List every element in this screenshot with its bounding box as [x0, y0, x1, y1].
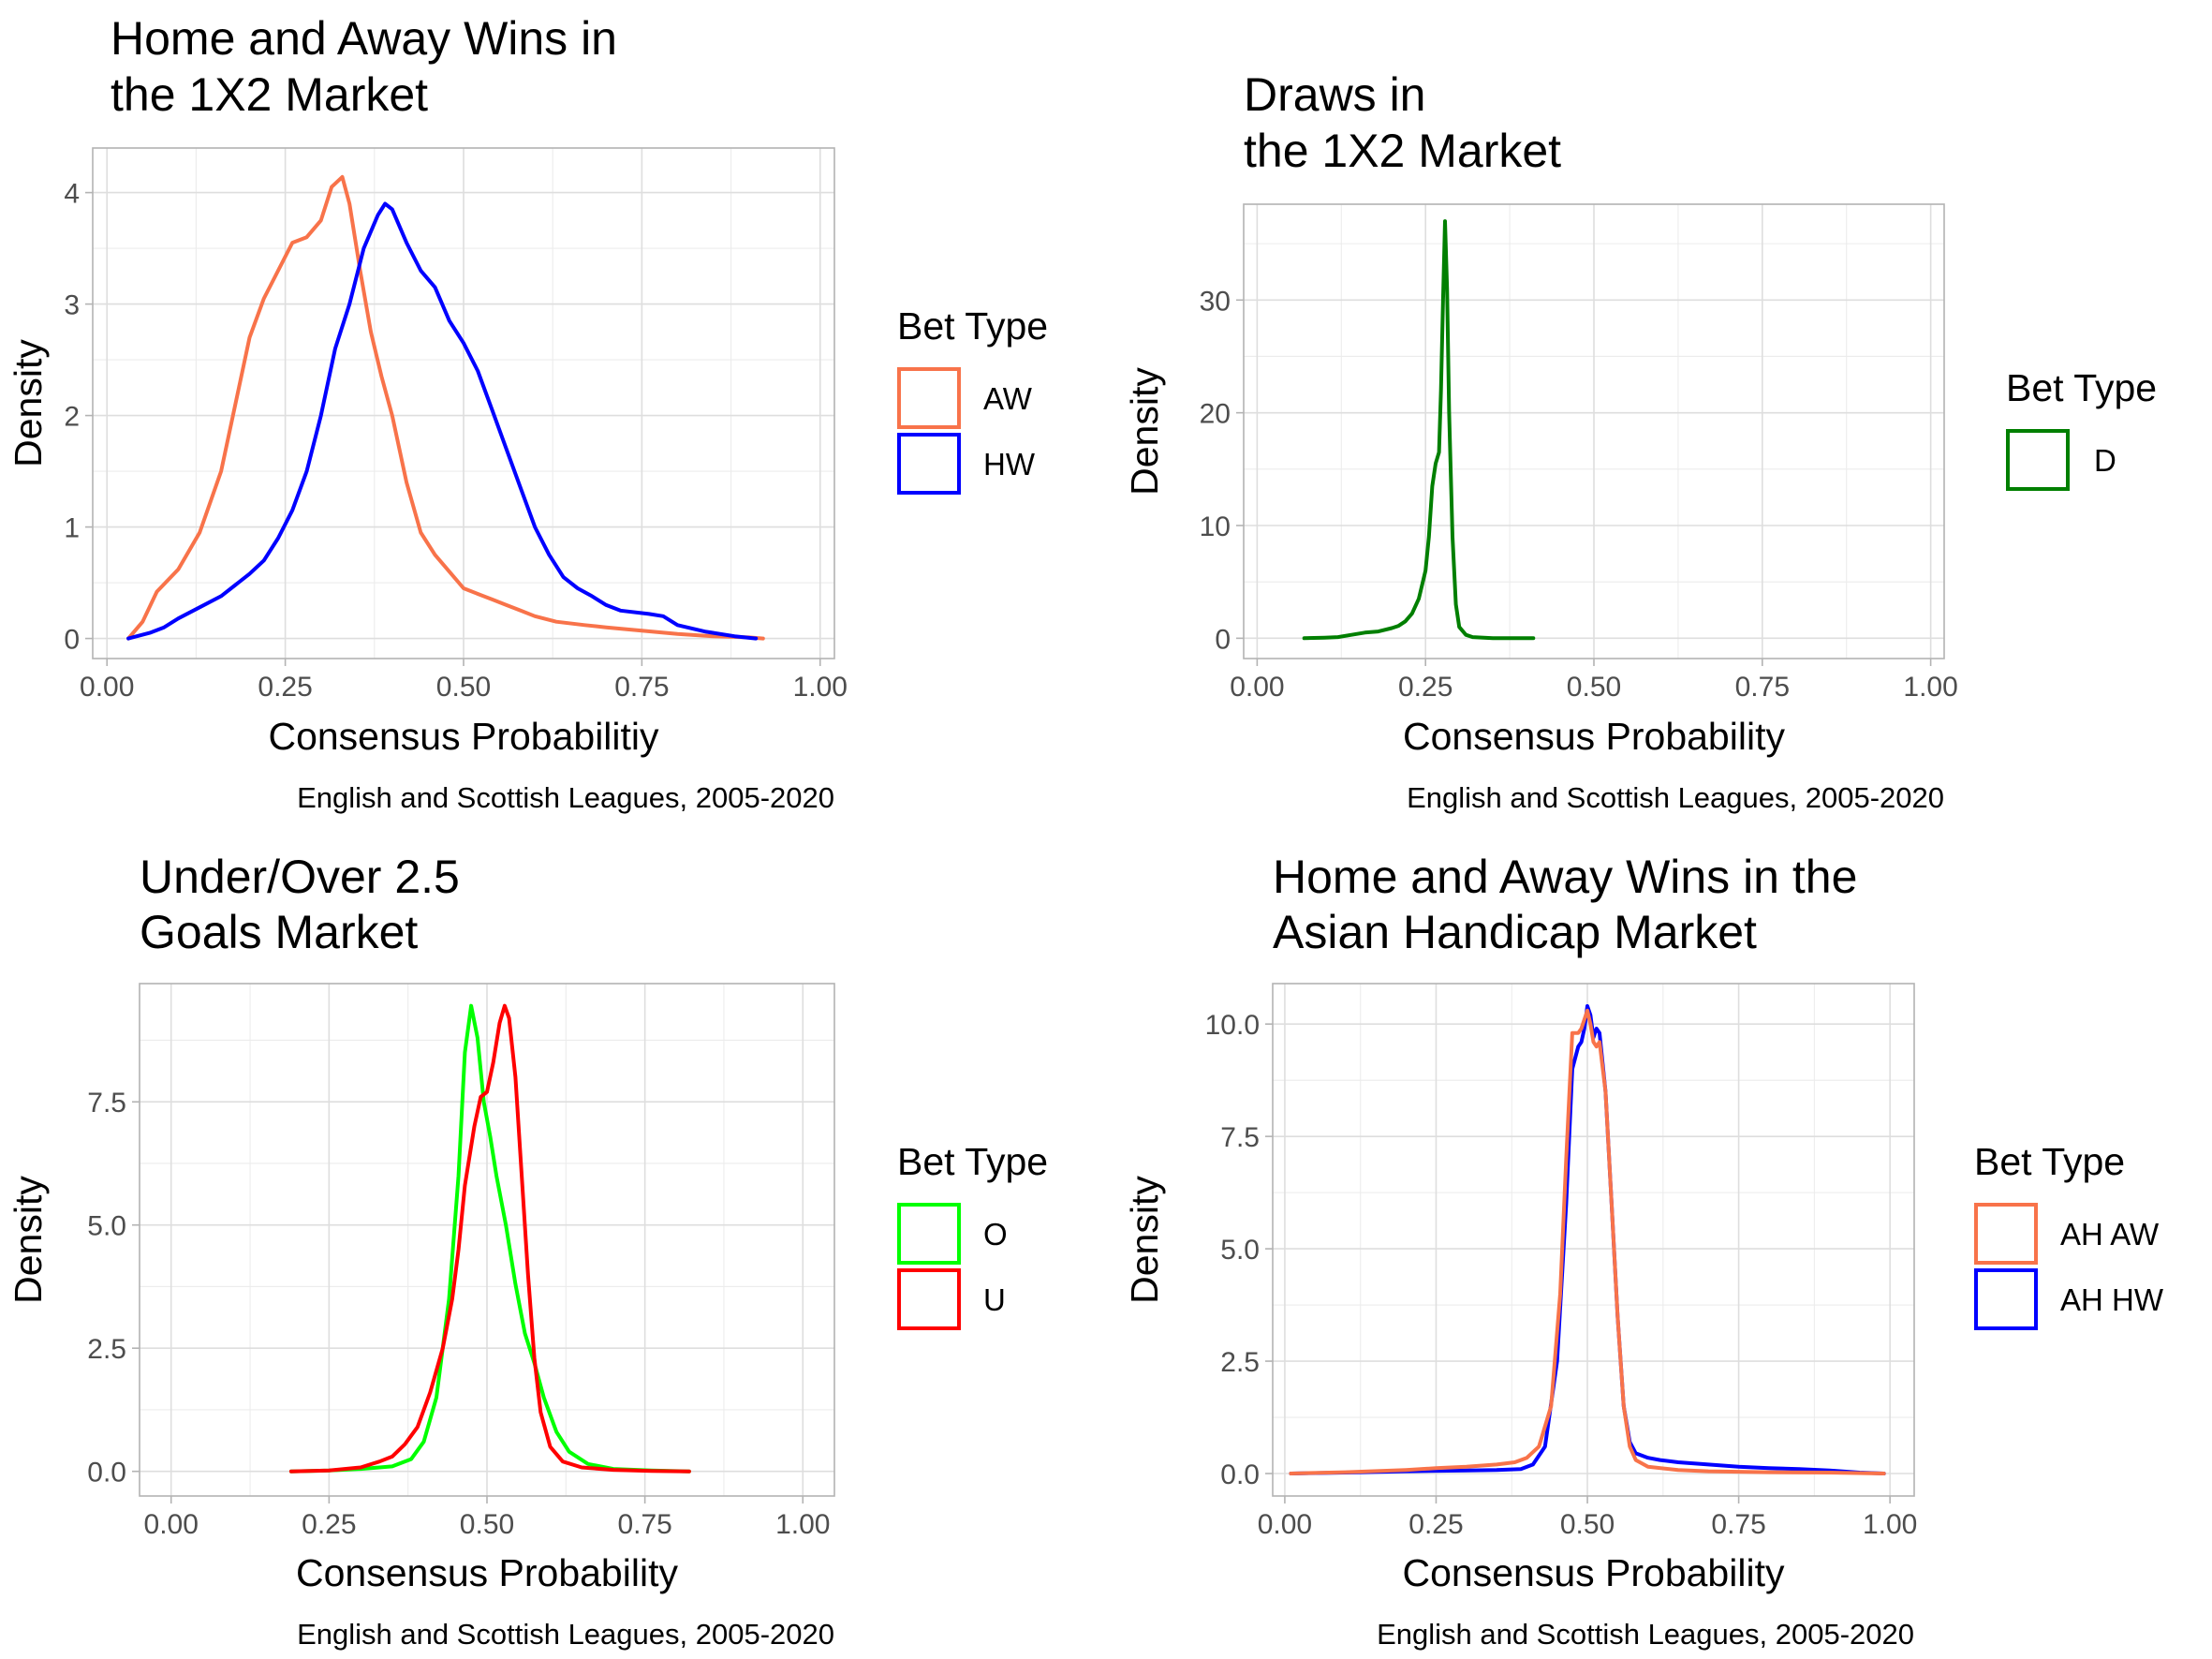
legend: Bet Type AW HW — [897, 304, 1048, 495]
x-tick-label: 0.00 — [144, 1509, 199, 1540]
series-line-d — [1302, 219, 1536, 641]
legend-label: AW — [983, 381, 1033, 416]
legend-label: O — [983, 1217, 1008, 1252]
x-tick-label: 0.75 — [617, 1509, 671, 1540]
legend-key-ah-hw — [1974, 1268, 2038, 1330]
y-tick-label: 7.5 — [1220, 1122, 1260, 1153]
chart-title-line: Draws in — [1244, 68, 1425, 121]
chart-title-line: Home and Away Wins in the — [1273, 851, 1857, 903]
legend-title: Bet Type — [897, 1140, 1048, 1183]
x-tick-label: 0.25 — [1408, 1509, 1463, 1540]
legend-key-d — [2006, 429, 2070, 491]
chart-caption: English and Scottish Leagues, 2005-2020 — [297, 781, 834, 814]
series-line-hw — [126, 201, 759, 641]
y-tick-label: 3 — [64, 290, 80, 321]
chart-title-line: Home and Away Wins in — [111, 12, 617, 65]
legend: Bet Type OU — [897, 1140, 1048, 1330]
x-tick-label: 0.00 — [1230, 672, 1284, 703]
series-line-ah-aw — [1289, 1008, 1886, 1475]
y-axis-title: Density — [1123, 367, 1166, 496]
chart-panel-1: 0.00 0.25 0.50 0.75 1.00 0 1 2 3 4 Consensus Proba… — [7, 12, 1048, 814]
legend-title: Bet Type — [1974, 1140, 2125, 1183]
x-tick-label: 1.00 — [775, 1509, 830, 1540]
y-axis-title: Density — [7, 339, 50, 467]
x-tick-label: 1.00 — [1903, 672, 1957, 703]
y-tick-label: 7.5 — [87, 1088, 126, 1118]
x-tick-label: 0.00 — [80, 672, 134, 703]
panel-border — [1272, 983, 1915, 1497]
x-tick-label: 0.50 — [1567, 672, 1621, 703]
y-tick-label: 1 — [64, 513, 80, 544]
x-tick-label: 1.00 — [1863, 1509, 1917, 1540]
series-line-o — [288, 1003, 691, 1474]
legend: Bet Type D — [2006, 366, 2157, 491]
legend-title: Bet Type — [897, 304, 1048, 348]
chart-panel-3: 0.00 0.25 0.50 0.75 1.00 0.0 2.5 5.0 7.5 Consensu… — [7, 851, 1048, 1651]
y-tick-label: 5.0 — [1220, 1235, 1260, 1266]
y-tick-label: 20 — [1200, 399, 1231, 430]
chart-caption: English and Scottish Leagues, 2005-2020 — [297, 1618, 834, 1651]
legend-label: AH AW — [2060, 1217, 2160, 1252]
x-tick-label: 1.00 — [793, 672, 848, 703]
x-axis-title: Consensus Probability — [1403, 1551, 1785, 1594]
x-tick-label: 0.00 — [1258, 1509, 1312, 1540]
x-axis-title: Consensus Probability — [1403, 715, 1785, 758]
legend-key-u — [897, 1268, 961, 1330]
legend-key-ah-aw — [1974, 1203, 2038, 1265]
y-tick-label: 2.5 — [87, 1334, 126, 1365]
y-tick-label: 30 — [1200, 286, 1231, 317]
series-line-aw — [126, 174, 765, 641]
legend-key-aw — [897, 367, 961, 429]
x-tick-label: 0.25 — [302, 1509, 356, 1540]
chart-title-line: Asian Handicap Market — [1273, 906, 1757, 958]
y-tick-label: 10 — [1200, 511, 1231, 542]
x-tick-label: 0.25 — [1398, 672, 1453, 703]
series-line-u — [288, 1003, 691, 1474]
y-tick-label: 0.0 — [87, 1458, 126, 1489]
y-tick-label: 2 — [64, 402, 80, 433]
x-axis-title: Consensus Probability — [296, 1551, 678, 1594]
y-axis-title: Density — [1123, 1176, 1166, 1304]
x-tick-label: 0.75 — [614, 672, 669, 703]
chart-caption: English and Scottish Leagues, 2005-2020 — [1407, 781, 1944, 814]
legend-key-hw — [897, 433, 961, 495]
chart-title-line: Goals Market — [140, 906, 418, 958]
x-tick-label: 0.50 — [436, 672, 491, 703]
x-tick-label: 0.25 — [258, 672, 312, 703]
legend-label: HW — [983, 447, 1036, 481]
y-tick-label: 0 — [1215, 624, 1231, 655]
x-tick-label: 0.50 — [460, 1509, 514, 1540]
x-tick-label: 0.50 — [1560, 1509, 1615, 1540]
legend-label: D — [2094, 443, 2116, 478]
legend-title: Bet Type — [2006, 366, 2157, 409]
legend-label: U — [983, 1282, 1006, 1317]
y-tick-label: 5.0 — [87, 1211, 126, 1242]
y-tick-label: 10.0 — [1205, 1010, 1260, 1041]
y-tick-label: 4 — [64, 179, 80, 210]
chart-panel-4: 0.00 0.25 0.50 0.75 1.00 0.0 2.5 5.0 7.5 10.0 Cons… — [1123, 851, 2164, 1651]
y-tick-label: 2.5 — [1220, 1347, 1260, 1378]
legend-key-o — [897, 1203, 961, 1265]
x-tick-label: 0.75 — [1711, 1509, 1765, 1540]
y-axis-title: Density — [7, 1176, 50, 1304]
y-tick-label: 0 — [64, 625, 80, 656]
chart-panel-2: 0.00 0.25 0.50 0.75 1.00 0 10 20 30 Consensus Pro… — [1123, 68, 2157, 814]
legend-label: AH HW — [2060, 1282, 2164, 1317]
chart-title-line: the 1X2 Market — [111, 68, 428, 121]
chart-title-line: Under/Over 2.5 — [140, 851, 460, 903]
y-tick-label: 0.0 — [1220, 1459, 1260, 1490]
x-tick-label: 0.75 — [1735, 672, 1790, 703]
x-axis-title: Consensus Probabilitiy — [268, 715, 659, 758]
chart-title-line: the 1X2 Market — [1244, 125, 1561, 177]
legend: Bet Type AH AW AH HW — [1974, 1140, 2164, 1330]
chart-caption: English and Scottish Leagues, 2005-2020 — [1377, 1618, 1914, 1651]
series-line-ah-hw — [1289, 1004, 1886, 1475]
